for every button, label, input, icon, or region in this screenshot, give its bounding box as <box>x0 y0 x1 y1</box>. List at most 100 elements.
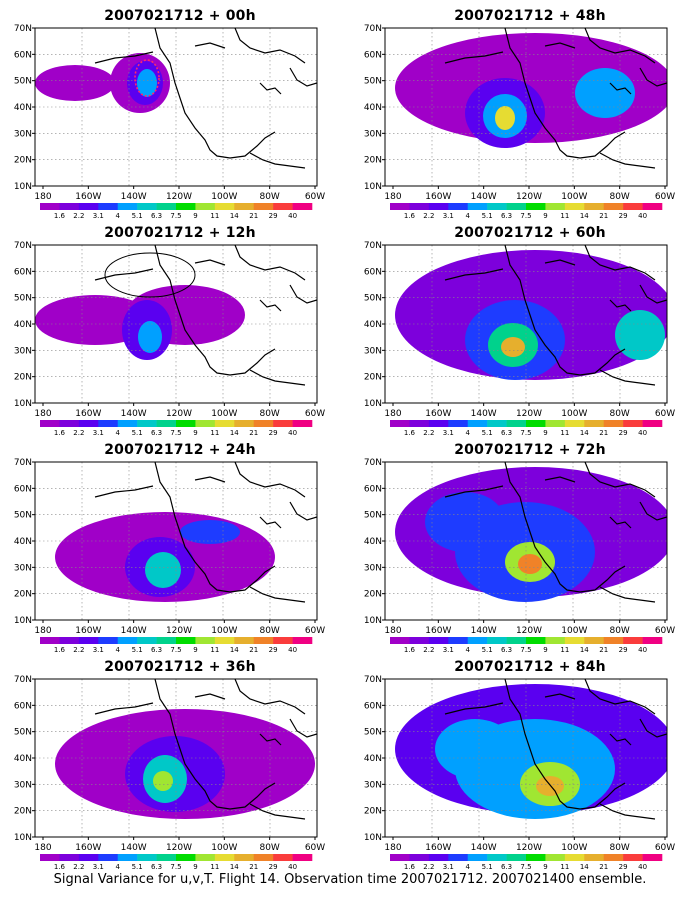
colorbar-swatch <box>156 637 177 644</box>
lat-tick-label: 10N <box>14 833 32 843</box>
colorbar-label: 6.3 <box>501 863 512 871</box>
colorbar-swatch <box>195 854 216 861</box>
grid-lines <box>385 245 667 403</box>
colorbar-swatch <box>448 637 469 644</box>
colorbar-swatch <box>564 637 585 644</box>
colorbar-label: 3.1 <box>443 429 454 437</box>
colorbar-swatch <box>156 420 177 427</box>
lat-tick-label: 60N <box>14 701 32 711</box>
colorbar-label: 2.2 <box>73 646 84 654</box>
panel-title: 2007021712 + 36h <box>104 659 256 675</box>
colorbar-swatch <box>176 420 196 427</box>
colorbar-label: 2.2 <box>423 429 434 437</box>
lon-tick-label: 60W <box>305 192 325 202</box>
colorbar-label: 1.6 <box>404 646 416 654</box>
coastlines <box>94 462 317 603</box>
lon-tick-label: 80W <box>609 192 629 202</box>
coastlines <box>444 28 667 169</box>
colorbar-label: 2.2 <box>73 429 84 437</box>
colorbar-label: 29 <box>619 212 628 220</box>
lat-tick-label: 20N <box>14 590 32 600</box>
lat-tick-label: 40N <box>14 537 32 547</box>
lat-tick-label: 50N <box>364 728 382 738</box>
figure-caption: Signal Variance for u,v,T. Flight 14. Ob… <box>53 872 647 887</box>
variance-contour <box>138 321 162 353</box>
colorbar-swatch <box>487 637 507 644</box>
colorbar-swatch <box>642 420 663 427</box>
lat-tick-label: 50N <box>364 294 382 304</box>
colorbar-swatch <box>137 637 157 644</box>
panel-title: 2007021712 + 00h <box>104 8 256 24</box>
lat-tick-label: 70N <box>364 458 382 468</box>
colorbar-swatch <box>545 854 566 861</box>
colorbar-swatch <box>467 203 488 210</box>
colorbar-label: 11 <box>210 863 219 871</box>
colorbar-label: 7.5 <box>520 646 531 654</box>
variance-contour <box>615 310 665 360</box>
colorbar-swatch <box>59 420 80 427</box>
colorbar: 1.6 2.2 3.1 4 5.1 6.3 7.5 9 11 14 21 29 40 <box>390 637 663 654</box>
colorbar-swatch <box>176 854 196 861</box>
colorbar-swatch <box>176 203 196 210</box>
lon-tick-label: 180 <box>34 192 51 202</box>
panel-84h: 2007021712 + 84h 70N 60N 50N 40N 30N 20N 10N 18… <box>364 659 695 879</box>
colorbar-swatch <box>98 637 119 644</box>
lat-tick-label: 30N <box>364 563 382 573</box>
colorbar-swatch <box>214 637 235 644</box>
colorbar-label: 11 <box>560 646 569 654</box>
colorbar-label: 5.1 <box>132 429 143 437</box>
lon-tick-label: 120W <box>516 192 542 202</box>
colorbar-swatch <box>603 203 624 210</box>
colorbar-label: 11 <box>560 863 569 871</box>
lon-tick-label: 180 <box>34 843 51 853</box>
colorbar-label: 7.5 <box>170 212 181 220</box>
lon-tick-label: 140W <box>471 843 497 853</box>
colorbar-label: 4 <box>465 429 470 437</box>
colorbar-swatch <box>564 854 585 861</box>
colorbar-swatch <box>506 420 527 427</box>
colorbar-label: 9 <box>193 429 197 437</box>
coastlines <box>444 679 667 820</box>
colorbar-label: 9 <box>543 863 547 871</box>
colorbar-swatch <box>273 637 293 644</box>
colorbar-label: 9 <box>193 646 197 654</box>
lon-tick-label: 100W <box>211 626 237 636</box>
lat-tick-label: 30N <box>14 129 32 139</box>
colorbar-swatch <box>234 203 255 210</box>
colorbar-label: 2.2 <box>423 863 434 871</box>
panel-00h: 2007021712 + 00h 70N 60N 50N 40N 30N 20N 10N 18… <box>14 8 345 228</box>
colorbar-label: 1.6 <box>54 212 66 220</box>
lon-tick-label: 180 <box>34 409 51 419</box>
colorbar-swatch <box>137 854 157 861</box>
lon-tick-label: 100W <box>561 192 587 202</box>
colorbar-swatch <box>234 854 255 861</box>
lon-tick-label: 140W <box>121 626 147 636</box>
colorbar-label: 1.6 <box>404 429 416 437</box>
variance-shading <box>55 512 275 602</box>
colorbar-label: 9 <box>543 646 547 654</box>
colorbar-label: 21 <box>599 863 608 871</box>
variance-contour <box>145 552 181 588</box>
colorbar-label: 11 <box>210 212 219 220</box>
colorbar-label: 4 <box>465 863 470 871</box>
colorbar-swatch <box>214 420 235 427</box>
lon-tick-label: 60W <box>305 409 325 419</box>
observation-track <box>134 59 160 97</box>
colorbar-label: 11 <box>560 212 569 220</box>
colorbar-label: 14 <box>580 212 589 220</box>
colorbar-label: 2.2 <box>423 646 434 654</box>
panel-title: 2007021712 + 12h <box>104 225 256 241</box>
variance-contour <box>495 106 515 130</box>
observation-region-outline <box>104 252 196 298</box>
lon-tick-label: 60W <box>305 626 325 636</box>
colorbar-label: 11 <box>560 429 569 437</box>
colorbar-label: 29 <box>269 429 278 437</box>
colorbar-swatch <box>642 637 663 644</box>
variance-shading <box>395 467 667 602</box>
lon-tick-label: 140W <box>471 626 497 636</box>
colorbar-swatch <box>98 854 119 861</box>
colorbar-label: 21 <box>249 212 258 220</box>
